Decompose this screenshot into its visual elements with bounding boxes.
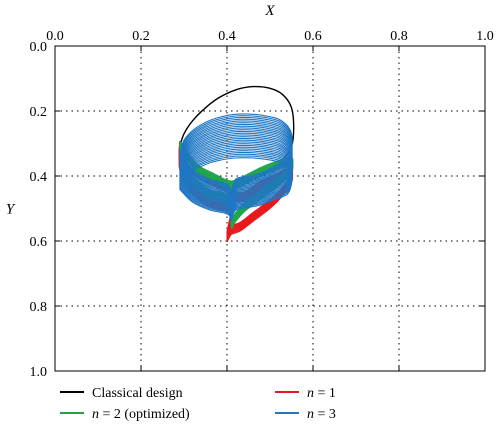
y-tick-label: 0.0 [30, 40, 48, 55]
y-tick-label: 0.2 [30, 105, 48, 120]
legend-item-n-2-optimized: n = 2 (optimized) [60, 407, 190, 422]
y-tick-label: 0.8 [30, 300, 48, 315]
legend-label: n = 3 [307, 407, 336, 422]
x-tick-label: 1.0 [476, 29, 494, 44]
legend-label: Classical design [92, 386, 183, 401]
x-tick-label: 0.8 [390, 29, 408, 44]
legend-label: n = 2 (optimized) [92, 407, 190, 422]
x-tick-label: 0.2 [132, 29, 150, 44]
y-tick-label: 0.6 [30, 235, 48, 250]
series-line-n-3 [179, 157, 293, 222]
x-tick-label: 0.0 [46, 29, 64, 44]
ticks: 0.0 0.2 0.4 0.6 0.8 1.0 0.0 0.2 0.4 0.6 0.8 1.0 [30, 29, 494, 380]
x-axis-title: X [264, 3, 275, 19]
x-tick-label: 0.4 [218, 29, 236, 44]
plot-frame [54, 45, 486, 372]
grid [55, 46, 485, 371]
legend-item-n-3: n = 3 [275, 407, 336, 422]
y-tick-label: 0.4 [30, 170, 48, 185]
x-tick-label: 0.6 [304, 29, 322, 44]
y-axis-title: Y [6, 202, 16, 218]
legend-item-classical-design: Classical design [60, 386, 183, 401]
legend-item-n-1: n = 1 [275, 386, 336, 401]
curves [178, 85, 295, 243]
legend-label: n = 1 [307, 386, 336, 401]
legend: Classical design n = 1 n = 2 (optimized) n … [60, 386, 336, 422]
series-n-3 [179, 113, 293, 222]
y-tick-label: 1.0 [30, 365, 48, 380]
